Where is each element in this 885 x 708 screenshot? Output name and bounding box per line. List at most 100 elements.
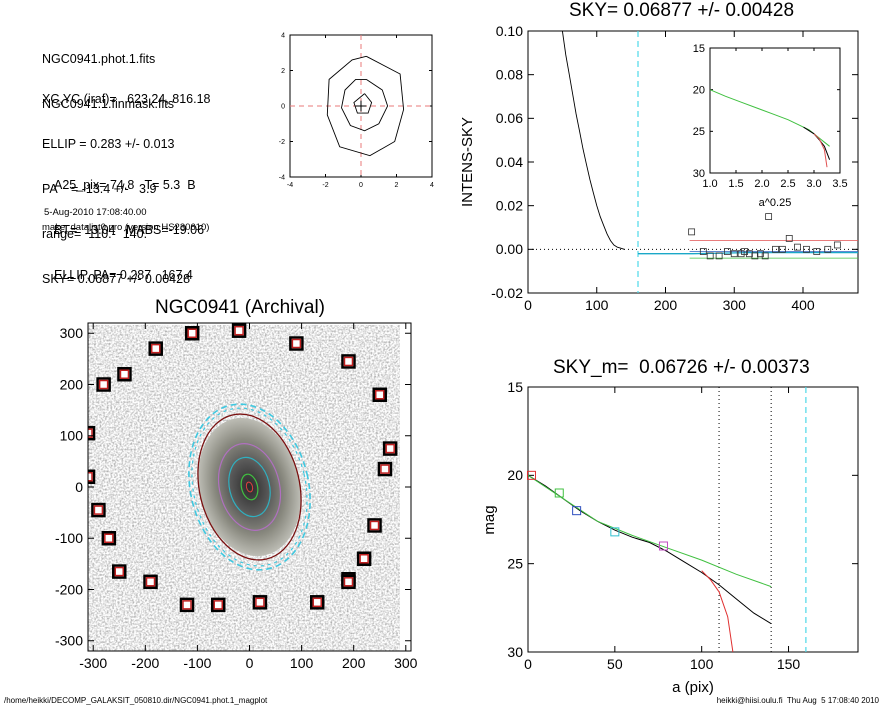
- contour-line: [326, 55, 405, 157]
- ellipse-sky-inner: [191, 407, 308, 567]
- y-tick-label: 0.10: [496, 23, 523, 39]
- mask-box-inner: [182, 600, 192, 610]
- x-tick-label: 1.0: [702, 178, 717, 190]
- sky-sample-square: [751, 252, 759, 260]
- mask-box: [341, 574, 356, 590]
- mag-title: SKY_m= 0.06726 +/- 0.00373: [553, 357, 810, 378]
- sky-ylabel: INTENS-SKY: [459, 117, 476, 207]
- mask-box: [96, 377, 111, 392]
- mask-box-inner: [213, 600, 223, 610]
- info-date: 5-Aug-2010 17:08:40.00: [44, 207, 147, 218]
- y-tick-label: 0.08: [496, 67, 523, 83]
- y-tick-label: -2: [279, 139, 285, 146]
- mag-green-line: [527, 474, 772, 588]
- isophote-magenta: [217, 443, 282, 531]
- mask-box-inner: [104, 533, 114, 543]
- mask-box-inner: [380, 464, 390, 474]
- mag-xlabel: a (pix): [672, 679, 714, 696]
- x-tick-label: 1.5: [728, 178, 743, 190]
- x-tick-label: 3.0: [806, 178, 821, 190]
- mag-marker: [572, 506, 582, 516]
- x-tick-label: 2.5: [780, 178, 795, 190]
- inset-profile-line: [709, 89, 830, 147]
- mask-box: [289, 336, 304, 351]
- sky-sample-square: [730, 250, 738, 258]
- sky-sample-square: [715, 252, 723, 260]
- sky-model-line: [638, 251, 858, 255]
- x-tick-label: 0: [524, 297, 532, 313]
- sky-sample-square: [833, 241, 841, 249]
- y-tick-label: 30: [507, 644, 523, 660]
- mask-box: [210, 597, 226, 613]
- x-tick-label: -100: [183, 655, 211, 671]
- info-range: range= 110.- 140.: [42, 227, 148, 241]
- isophote-cyan: [228, 456, 271, 518]
- mag-marker: [526, 470, 536, 480]
- y-tick-label: 30: [693, 168, 705, 180]
- y-tick-label: 15: [693, 43, 705, 55]
- mask-box-inner: [385, 443, 395, 454]
- sky-sample-square: [688, 228, 696, 236]
- y-tick-label: 100: [60, 428, 84, 444]
- mask-box-inner: [150, 343, 161, 354]
- sky-sample-square: [737, 250, 745, 258]
- x-tick-label: 3.5: [832, 178, 847, 190]
- mask-box: [372, 387, 387, 402]
- mask-box: [117, 367, 132, 382]
- inset-xlabel: a^0.25: [759, 197, 792, 209]
- y-tick-label: 200: [60, 376, 84, 392]
- mask-box: [148, 341, 163, 356]
- x-tick-label: 200: [654, 297, 678, 313]
- mask-box: [101, 531, 117, 546]
- mask-box: [252, 595, 268, 610]
- mag-marker: [610, 527, 620, 537]
- y-tick-label: 0.06: [496, 110, 523, 126]
- info-pa: PA = -13.4 +/- 3.9: [42, 182, 157, 196]
- mask-box: [231, 323, 247, 338]
- x-tick-label: 300: [723, 297, 747, 313]
- y-tick-label: -4: [279, 174, 285, 181]
- sky-sample-square: [699, 248, 707, 255]
- contour-line: [353, 93, 373, 114]
- x-tick-label: 400: [791, 297, 815, 313]
- info-lines-b: XC,YC (iraf)= 623.24, 816.18 ELLIP = 0.2…: [42, 62, 211, 302]
- mask-box: [112, 564, 127, 579]
- sky-sample-square: [803, 245, 810, 253]
- inset-bg: [710, 48, 840, 173]
- info-center: XC,YC (iraf)= 623.24, 816.18: [42, 92, 211, 106]
- x-tick-label: -2: [322, 182, 328, 189]
- sky-sample-square: [745, 250, 753, 258]
- mask-box: [143, 574, 158, 590]
- mask-box-inner: [93, 505, 104, 515]
- mag-black-line: [527, 474, 772, 625]
- sky-title: SKY= 0.06877 +/- 0.00428: [569, 0, 795, 21]
- footer-user: heikki@hiisi.oulu.fi Thu Aug 5 17:08:40 …: [716, 696, 879, 705]
- y-tick-label: 0.00: [496, 241, 523, 257]
- mask-box: [377, 461, 393, 477]
- plot-frame: [527, 386, 859, 653]
- sky-sample-square: [824, 245, 832, 253]
- sky-profile-line: [561, 30, 625, 250]
- x-tick-label: 2.0: [754, 178, 769, 190]
- y-tick-label: 0.04: [496, 154, 523, 170]
- y-tick-label: -200: [55, 581, 83, 597]
- sky-sample-square: [706, 252, 714, 260]
- info-maskname: NGC0941.1.finmask.fits: [42, 97, 174, 111]
- info-lines-c: A25_pix= 74.8 T= 5.3 B BT= 13.04 MABS=-1…: [54, 148, 204, 298]
- sky-sample-square: [723, 248, 731, 255]
- mask-box: [88, 469, 96, 484]
- info-program: make_datalist0.pro (version HS230610): [42, 222, 210, 233]
- sky-sample-square: [794, 243, 801, 251]
- mask-box-inner: [98, 379, 109, 390]
- image-title: NGC0941 (Archival): [155, 297, 325, 318]
- x-tick-label: -300: [79, 655, 107, 671]
- sky-sample-square: [772, 245, 779, 253]
- info-lines-a: NGC0941.phot.1.fits NGC0941.1.finmask.fi…: [42, 22, 174, 127]
- sky-panel: 0 100 200 300 400 -0.02 0.00 0.02 0.04 0.06 0.08 0.…: [459, 23, 859, 313]
- y-tick-label: 25: [507, 556, 523, 572]
- y-tick-label: 15: [507, 379, 523, 395]
- y-tick-label: -300: [55, 633, 83, 649]
- sky-sample-square: [761, 252, 769, 260]
- footer-path: /home/heikki/DECOMP_GALAKSIT_050810.dir/…: [4, 696, 268, 705]
- galaxy-image: [88, 323, 411, 651]
